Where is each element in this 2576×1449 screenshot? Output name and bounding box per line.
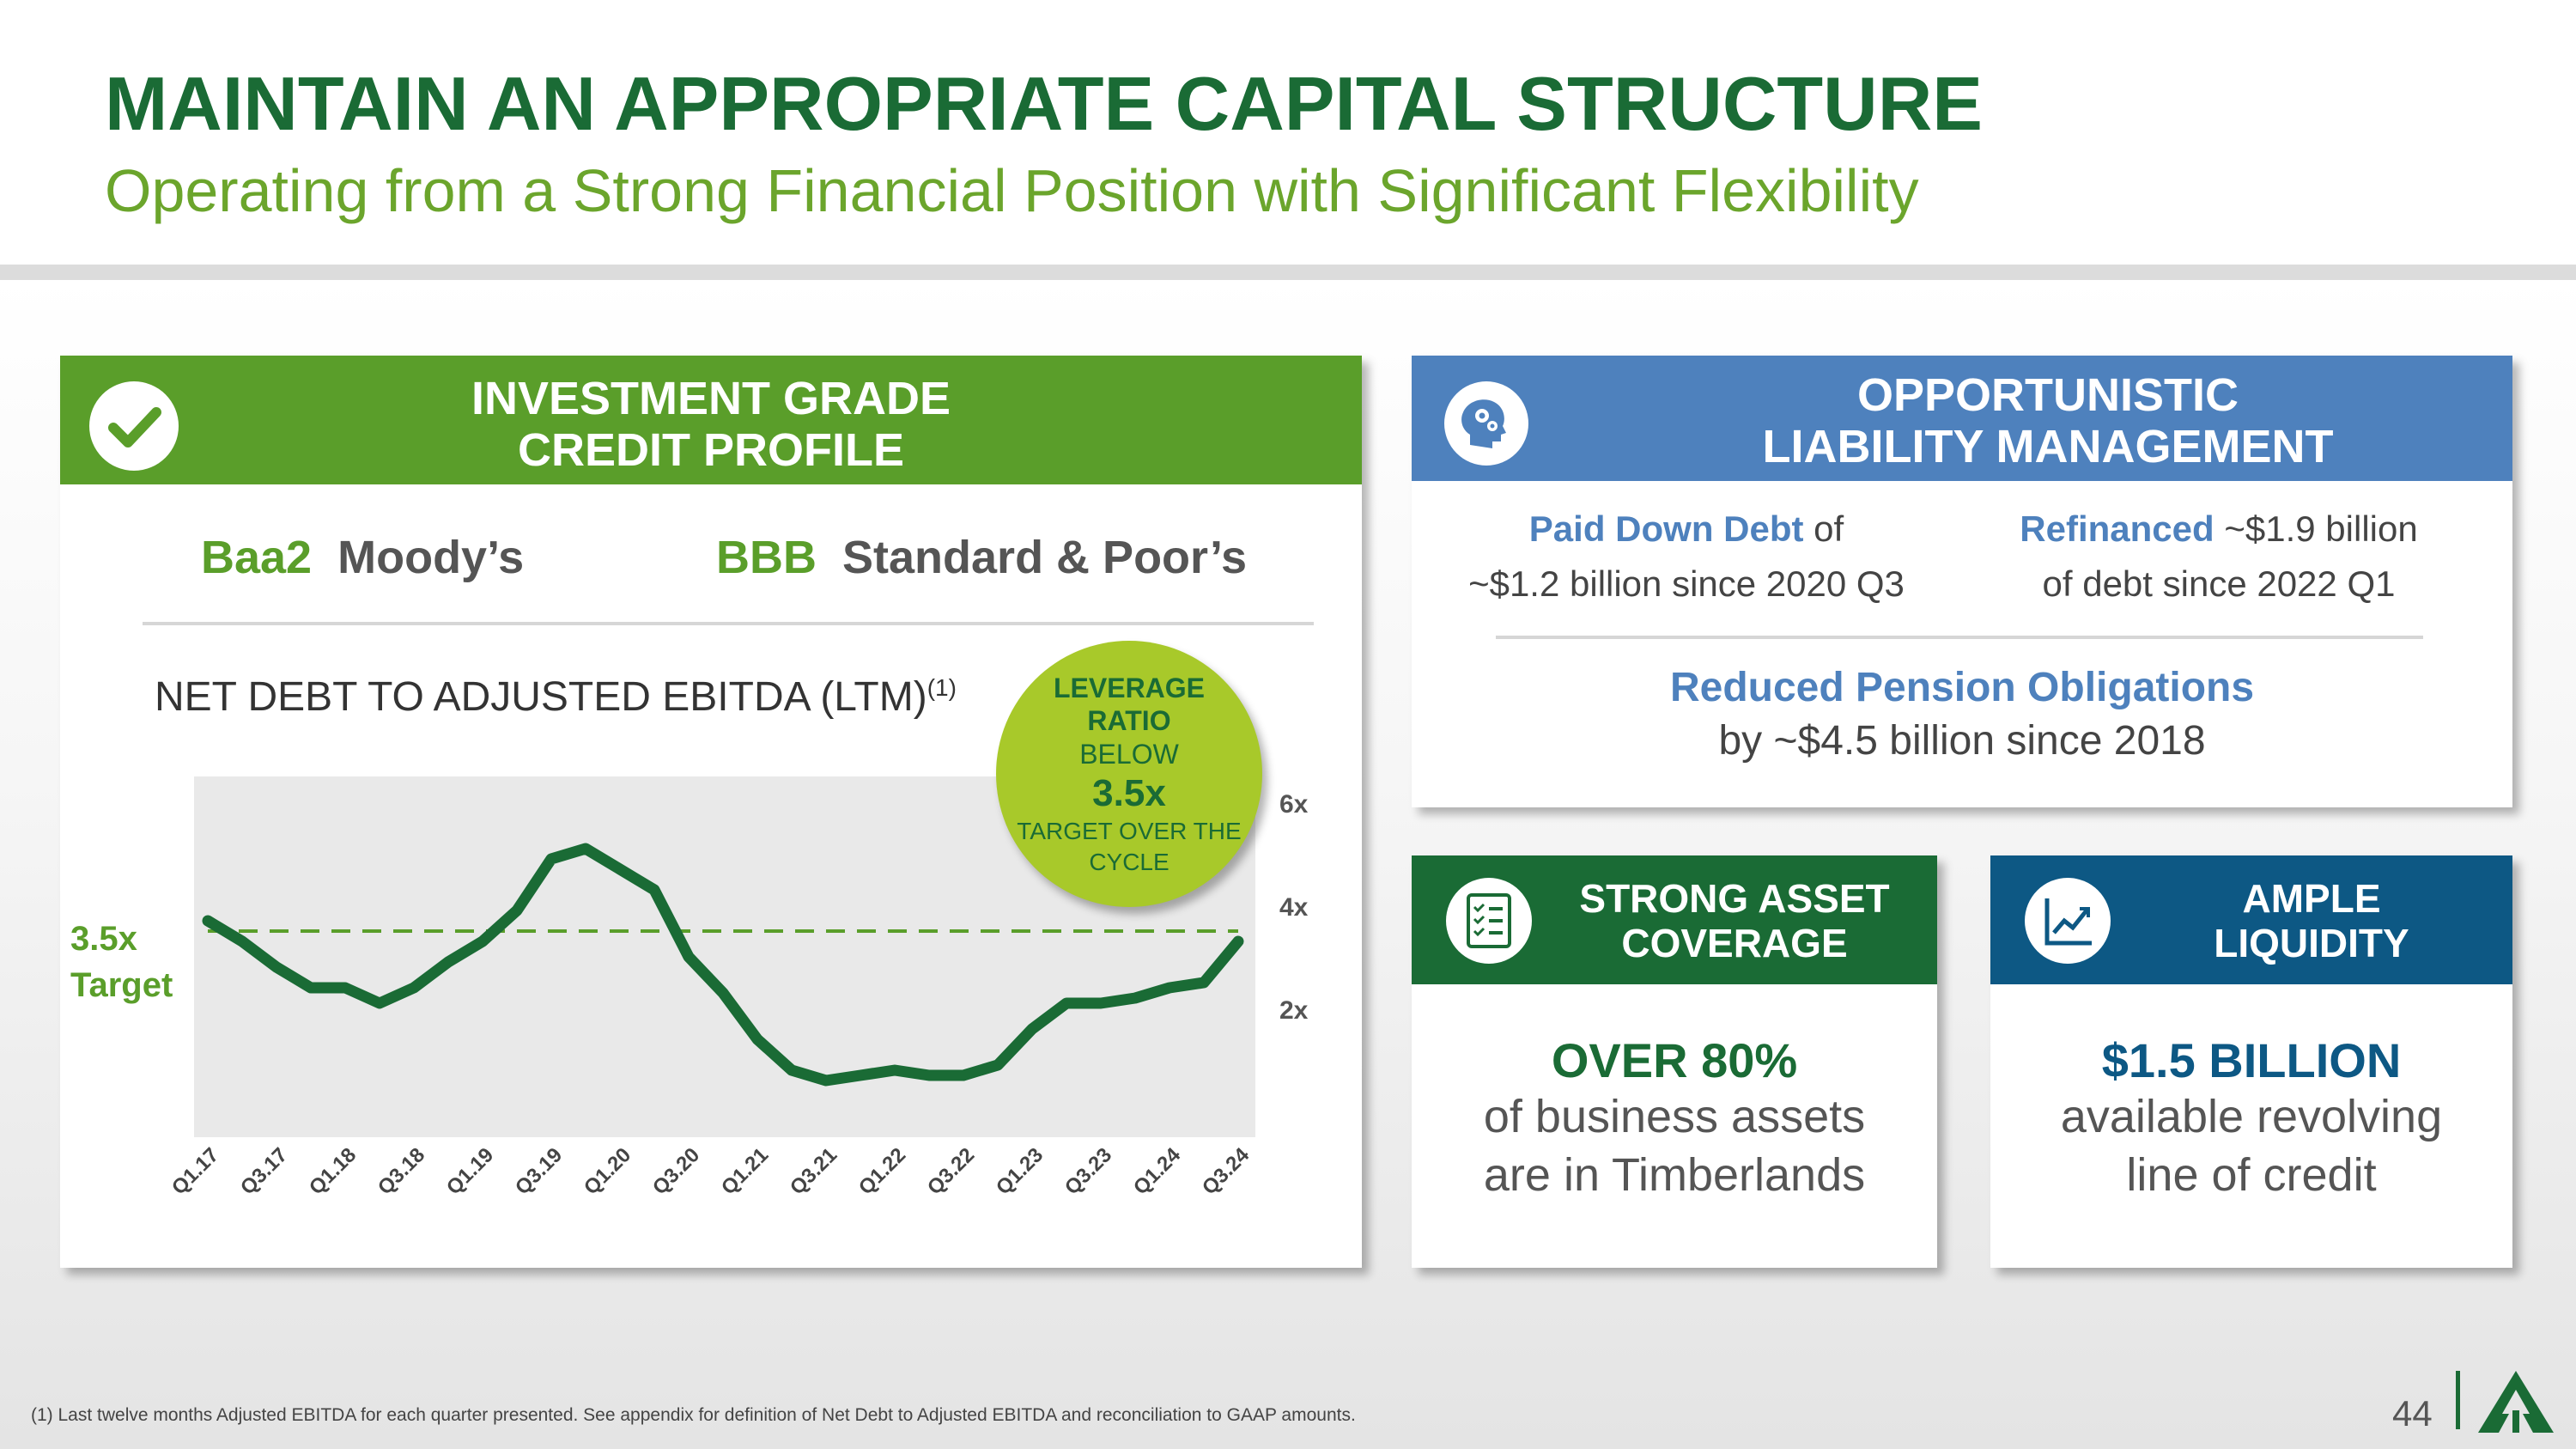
item-text: ~$1.9 billion [2214,508,2418,549]
desc-line: are in Timberlands [1483,1149,1866,1201]
liquidity-title: AMPLE LIQUIDITY [2119,876,2504,965]
x-tick-label: Q1.22 [854,1143,910,1199]
liquidity-header: AMPLE LIQUIDITY [1990,855,2512,984]
bubble-line: RATIO [1087,705,1171,736]
title-line: LIABILITY MANAGEMENT [1762,421,2334,472]
x-tick-label: Q1.23 [992,1143,1048,1199]
section-divider [143,622,1314,625]
liability-management-card: OPPORTUNISTIC LIABILITY MANAGEMENT Paid … [1412,356,2512,807]
item-text: ~$1.2 billion since 2020 Q3 [1468,563,1905,604]
x-tick-label: Q1.19 [442,1143,498,1199]
title-line: INVESTMENT GRADE [471,373,951,424]
bubble-line: LEVERAGE [1053,673,1206,703]
item-highlight: Refinanced [2020,508,2215,549]
series-line [202,843,1244,1087]
rating-sp: BBB Standard & Poor’s [716,531,1247,584]
liability-management-header: OPPORTUNISTIC LIABILITY MANAGEMENT [1412,356,2512,481]
x-tick-label: Q3.23 [1060,1143,1116,1199]
investment-grade-title: INVESTMENT GRADE CREDIT PROFILE [60,373,1362,476]
item-text: of debt since 2022 Q1 [2042,563,2396,604]
liquidity-description: available revolving line of credit [1990,1087,2512,1204]
investment-grade-header: INVESTMENT GRADE CREDIT PROFILE [60,356,1362,484]
item-highlight: Paid Down Debt [1528,508,1804,549]
leverage-ratio-bubble: LEVERAGE RATIO BELOW 3.5x TARGET OVER TH… [996,641,1262,907]
footnote-marker: (1) [927,674,957,701]
tree-logo-icon [2473,1367,2559,1440]
x-tick-label: Q3.22 [923,1143,979,1199]
chart-title: NET DEBT TO ADJUSTED EBITDA (LTM)(1) [155,673,957,721]
asset-coverage-header: STRONG ASSET COVERAGE [1412,855,1937,984]
x-tick-label: Q1.21 [717,1143,773,1199]
bubble-line: TARGET OVER THE [1017,818,1242,844]
chart-trend-icon [2025,878,2111,964]
refinanced-item: Refinanced ~$1.9 billion of debt since 2… [1961,502,2476,612]
title-line: AMPLE [2242,876,2381,921]
title-line: LIQUIDITY [2214,921,2409,965]
page-title: MAINTAIN AN APPROPRIATE CAPITAL STRUCTUR… [105,61,1983,146]
x-tick-label: Q3.19 [511,1143,567,1199]
pension-item: Reduced Pension Obligations by ~$4.5 bil… [1412,661,2512,768]
page-subtitle: Operating from a Strong Financial Positi… [105,157,1919,224]
asset-coverage-card: STRONG ASSET COVERAGE OVER 80% of busine… [1412,855,1937,1268]
desc-line: line of credit [2126,1149,2377,1201]
x-tick-label: Q3.20 [648,1143,704,1199]
liability-management-title: OPPORTUNISTIC LIABILITY MANAGEMENT [1583,369,2512,472]
x-tick-label: Q1.20 [580,1143,635,1199]
x-tick-label: Q3.17 [236,1143,292,1199]
asset-coverage-stat: OVER 80% [1551,1033,1798,1087]
asset-coverage-description: of business assets are in Timberlands [1412,1087,1937,1204]
desc-line: of business assets [1483,1091,1866,1142]
section-divider [1496,636,2423,639]
desc-line: available revolving [2060,1091,2443,1142]
y-tick-label: 6x [1279,790,1309,819]
title-line: STRONG ASSET [1579,876,1890,921]
x-tick-label: Q3.18 [374,1143,429,1199]
x-tick-label: Q1.17 [167,1143,223,1199]
checklist-icon [1446,878,1532,964]
brain-gears-icon [1444,381,1528,466]
item-text: of [1803,508,1844,549]
asset-coverage-title: STRONG ASSET COVERAGE [1540,876,1929,965]
title-divider [0,265,2576,280]
target-label: 3.5x [70,920,137,958]
rating-value: Baa2 [201,532,313,583]
footnote: (1) Last twelve months Adjusted EBITDA f… [31,1405,1356,1425]
title-line: COVERAGE [1621,921,1848,965]
y-tick-label: 2x [1279,996,1309,1025]
x-tick-label: Q3.21 [786,1143,841,1199]
target-label: Target [70,966,173,1004]
y-tick-label: 4x [1279,893,1309,922]
check-icon [89,381,179,471]
rating-agency: Standard & Poor’s [842,532,1248,583]
title-line: OPPORTUNISTIC [1856,369,2239,421]
footer-divider [2456,1371,2460,1429]
credit-ratings: Baa2 Moody’s BBB Standard & Poor’s [60,531,1362,591]
item-text: by ~$4.5 billion since 2018 [1718,718,2206,764]
x-tick-label: Q3.24 [1198,1143,1255,1200]
title-line: CREDIT PROFILE [517,424,904,476]
rating-agency: Moody’s [337,532,525,583]
bubble-line: CYCLE [1089,849,1170,875]
item-highlight: Reduced Pension Obligations [1669,665,2255,710]
investment-grade-card: INVESTMENT GRADE CREDIT PROFILE Baa2 Moo… [60,356,1362,1268]
rating-value: BBB [716,532,817,583]
page-number: 44 [2392,1393,2433,1434]
x-tick-label: Q1.24 [1129,1143,1186,1200]
liquidity-stat: $1.5 BILLION [2101,1033,2402,1087]
bubble-line: BELOW [1079,739,1179,770]
paid-down-debt-item: Paid Down Debt of ~$1.2 billion since 20… [1446,502,1927,612]
rating-moodys: Baa2 Moody’s [201,531,524,584]
liquidity-card: AMPLE LIQUIDITY $1.5 BILLION available r… [1990,855,2512,1268]
bubble-line: 3.5x [1092,772,1166,814]
x-tick-label: Q1.18 [305,1143,361,1199]
chart-title-text: NET DEBT TO ADJUSTED EBITDA (LTM) [155,674,927,720]
